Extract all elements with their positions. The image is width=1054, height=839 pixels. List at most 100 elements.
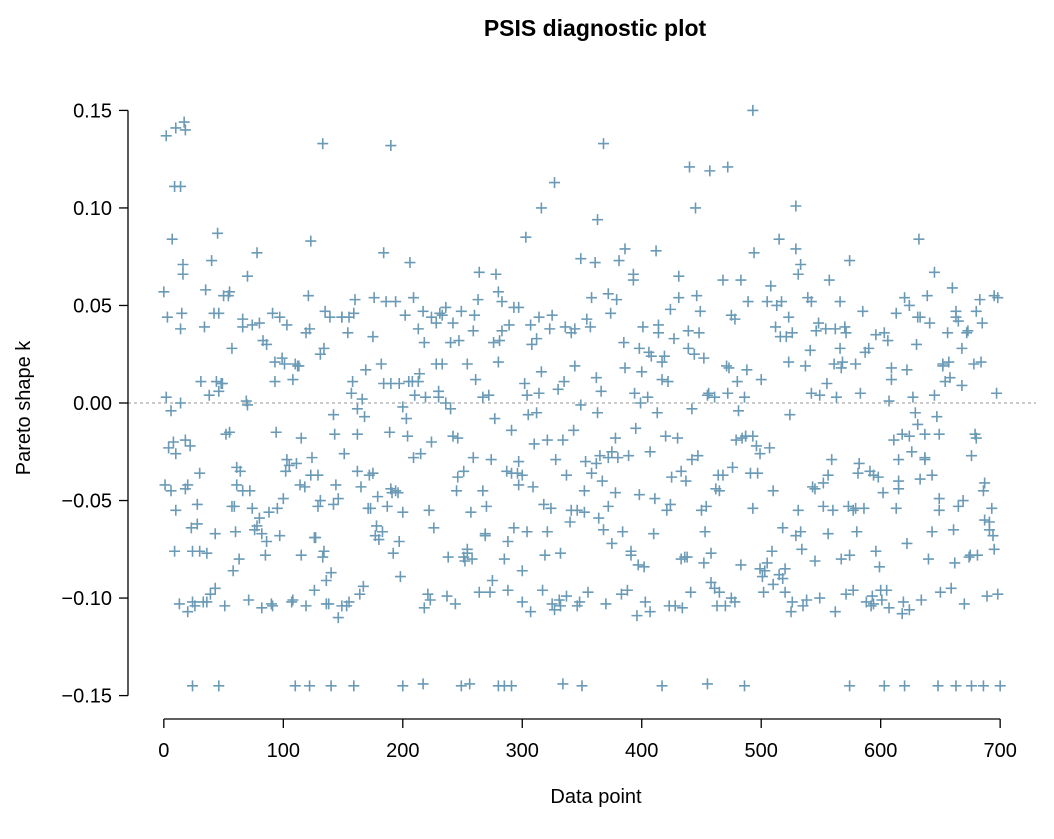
data-point-marker — [447, 317, 459, 329]
data-point-marker — [166, 233, 178, 245]
data-point-marker — [424, 594, 436, 606]
data-point-marker — [251, 247, 263, 259]
data-point-marker — [367, 331, 379, 343]
data-point-marker — [635, 397, 647, 409]
data-point-marker — [792, 504, 804, 516]
data-point-marker — [731, 376, 743, 388]
data-point-marker — [814, 592, 826, 604]
data-point-marker — [883, 395, 895, 407]
data-point-marker — [727, 461, 739, 473]
data-point-marker — [598, 524, 610, 536]
data-point-marker — [962, 325, 974, 337]
data-point-marker — [986, 502, 998, 514]
data-point-marker — [924, 317, 936, 329]
data-point-marker — [691, 290, 703, 302]
data-point-marker — [359, 411, 371, 423]
data-point-marker — [592, 214, 604, 226]
data-point-marker — [822, 528, 834, 540]
data-point-marker — [203, 389, 215, 401]
data-point-marker — [372, 491, 384, 503]
data-point-marker — [776, 296, 788, 308]
data-point-marker — [850, 358, 862, 370]
data-point-marker — [619, 243, 631, 255]
data-point-marker — [767, 578, 779, 590]
data-point-marker — [661, 504, 673, 516]
data-point-marker — [210, 376, 222, 388]
data-point-marker — [853, 457, 865, 469]
data-point-marker — [224, 286, 236, 298]
data-point-marker — [492, 356, 504, 368]
data-point-marker — [397, 506, 409, 518]
data-point-marker — [195, 376, 207, 388]
data-point-marker — [932, 680, 944, 692]
data-point-marker — [280, 465, 292, 477]
data-point-marker — [305, 235, 317, 247]
data-point-marker — [958, 598, 970, 610]
data-point-marker — [847, 584, 859, 596]
data-point-marker — [535, 202, 547, 214]
data-point-marker — [332, 493, 344, 505]
data-point-marker — [680, 475, 692, 487]
data-point-marker — [767, 485, 779, 497]
data-point-marker — [418, 337, 430, 349]
data-point-marker — [901, 364, 913, 376]
data-point-marker — [464, 678, 476, 690]
data-point-marker — [194, 467, 206, 479]
data-point-marker — [701, 389, 713, 401]
data-point-marker — [546, 309, 558, 321]
data-point-marker — [243, 594, 255, 606]
data-point-marker — [764, 442, 776, 454]
data-point-marker — [796, 543, 808, 555]
data-point-marker — [897, 596, 909, 608]
data-point-marker — [876, 594, 888, 606]
data-point-marker — [274, 530, 286, 542]
data-point-marker — [496, 296, 508, 308]
data-point-marker — [244, 485, 256, 497]
data-point-marker — [219, 600, 231, 612]
data-point-marker — [160, 130, 172, 142]
data-point-marker — [461, 543, 473, 555]
data-point-marker — [623, 450, 635, 462]
data-point-marker — [204, 588, 216, 600]
data-point-marker — [165, 485, 177, 497]
data-point-marker — [758, 586, 770, 598]
data-point-marker — [170, 122, 182, 134]
data-point-marker — [688, 348, 700, 360]
data-point-marker — [520, 231, 532, 243]
data-point-marker — [991, 387, 1003, 399]
data-point-marker — [968, 358, 980, 370]
y-tick-label: −0.15 — [61, 686, 112, 708]
data-point-marker — [703, 387, 715, 399]
data-point-marker — [496, 325, 508, 337]
data-point-marker — [813, 317, 825, 329]
data-point-marker — [281, 454, 293, 466]
data-point-marker — [865, 600, 877, 612]
data-point-marker — [511, 467, 523, 479]
data-point-marker — [270, 426, 282, 438]
data-point-marker — [903, 604, 915, 616]
data-point-marker — [261, 535, 273, 547]
data-point-marker — [488, 337, 500, 349]
data-point-marker — [224, 426, 236, 438]
data-point-marker — [956, 379, 968, 391]
data-point-marker — [979, 477, 991, 489]
data-point-marker — [312, 500, 324, 512]
data-point-marker — [546, 598, 558, 610]
data-point-marker — [633, 342, 645, 354]
data-point-marker — [690, 202, 701, 214]
data-point-marker — [467, 325, 479, 337]
data-point-marker — [965, 450, 977, 462]
data-point-marker — [348, 307, 360, 319]
data-point-marker — [582, 586, 594, 598]
data-point-marker — [289, 680, 301, 692]
data-point-marker — [933, 504, 945, 516]
data-point-marker — [380, 296, 392, 308]
data-point-marker — [490, 268, 502, 280]
data-point-marker — [790, 200, 802, 212]
data-point-marker — [639, 596, 651, 608]
data-point-marker — [571, 504, 583, 516]
data-point-marker — [988, 543, 1000, 555]
data-point-marker — [977, 485, 989, 497]
data-point-marker — [397, 401, 409, 413]
